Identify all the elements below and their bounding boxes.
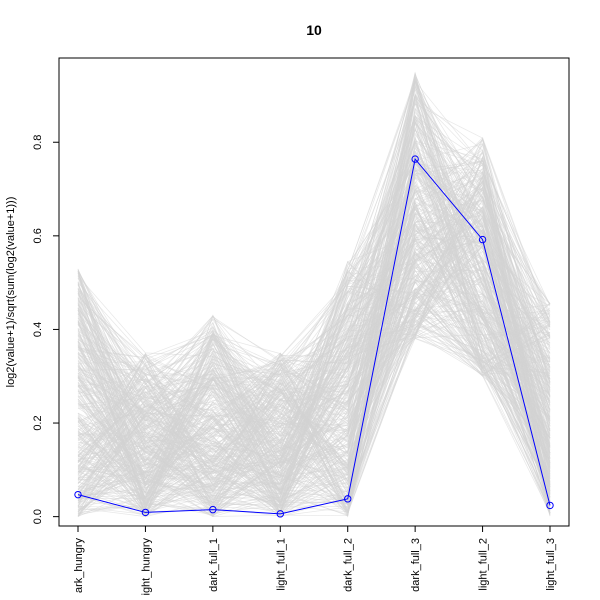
background-line bbox=[77, 130, 551, 515]
chart-title: 10 bbox=[306, 22, 322, 38]
background-line bbox=[77, 175, 551, 486]
background-line bbox=[77, 169, 551, 498]
background-line bbox=[77, 80, 551, 484]
data-point bbox=[209, 505, 217, 514]
background-line bbox=[77, 139, 551, 512]
x-axis: ark_hungry ight_hungry dark_full_1 light_fu… bbox=[73, 525, 557, 596]
y-axis-label: log2(value+1)/sqrt(sum(log2(value+1))) bbox=[5, 197, 17, 388]
x-tick-label: dark_full_3 bbox=[410, 538, 422, 592]
background-line bbox=[77, 155, 551, 479]
background-line bbox=[77, 96, 551, 517]
background-lines bbox=[77, 71, 551, 518]
background-line bbox=[77, 199, 551, 468]
x-tick-label: ight_hungry bbox=[140, 538, 152, 596]
y-tick-label: 0.8 bbox=[32, 135, 44, 150]
background-line bbox=[77, 168, 551, 518]
background-line bbox=[77, 142, 551, 505]
background-line bbox=[77, 183, 551, 511]
background-line bbox=[77, 213, 551, 513]
background-line bbox=[77, 227, 551, 514]
background-line bbox=[77, 306, 551, 477]
background-line bbox=[77, 225, 551, 481]
background-line bbox=[77, 137, 551, 488]
data-point bbox=[141, 508, 150, 517]
background-line bbox=[77, 84, 551, 506]
background-line bbox=[77, 71, 551, 497]
background-line bbox=[77, 120, 551, 518]
background-line bbox=[77, 158, 551, 474]
background-line bbox=[77, 150, 551, 507]
data-point bbox=[344, 495, 352, 503]
y-tick-label: 0.2 bbox=[32, 415, 44, 430]
series-line bbox=[77, 157, 551, 515]
data-point bbox=[546, 501, 554, 510]
x-tick-label: dark_full_1 bbox=[208, 538, 220, 592]
data-point bbox=[478, 235, 487, 244]
data-point bbox=[74, 490, 82, 499]
background-line bbox=[77, 72, 551, 481]
x-tick-label: light_full_3 bbox=[545, 538, 557, 591]
background-line bbox=[77, 128, 551, 498]
background-line bbox=[77, 78, 551, 508]
background-line bbox=[77, 126, 551, 505]
y-axis: 0.0 0.2 0.4 0.6 0.8 bbox=[32, 135, 60, 524]
background-line bbox=[77, 160, 551, 513]
background-line bbox=[77, 239, 551, 485]
y-tick-label: 0.4 bbox=[32, 322, 44, 337]
background-line bbox=[77, 203, 551, 515]
background-line bbox=[77, 103, 551, 426]
background-line bbox=[77, 166, 551, 498]
background-line bbox=[77, 265, 551, 460]
background-line bbox=[77, 269, 551, 517]
background-line bbox=[77, 313, 551, 515]
background-line bbox=[77, 93, 551, 516]
y-tick-label: 0.6 bbox=[32, 228, 44, 243]
background-line bbox=[77, 301, 551, 416]
x-tick-label: ark_hungry bbox=[73, 538, 85, 594]
background-line bbox=[77, 76, 551, 391]
background-line bbox=[77, 190, 551, 513]
background-line bbox=[77, 143, 551, 454]
data-point bbox=[411, 155, 419, 163]
highlight-series bbox=[74, 155, 554, 518]
data-point bbox=[276, 510, 284, 518]
background-line bbox=[77, 229, 551, 487]
background-line bbox=[77, 318, 551, 516]
x-tick-label: light_full_1 bbox=[275, 538, 287, 591]
background-line bbox=[77, 212, 551, 516]
x-tick-label: light_full_2 bbox=[478, 538, 490, 591]
background-line bbox=[77, 176, 551, 489]
y-tick-label: 0.0 bbox=[32, 509, 44, 524]
background-line bbox=[77, 208, 551, 508]
background-line bbox=[77, 93, 551, 512]
x-tick-label: dark_full_2 bbox=[343, 538, 355, 592]
